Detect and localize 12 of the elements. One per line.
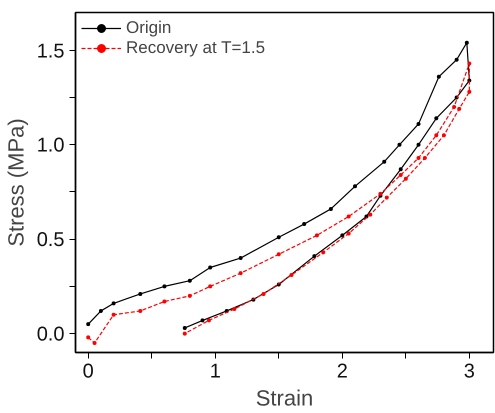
- x-tick-label: 1: [210, 360, 221, 382]
- x-tick-label: 3: [464, 360, 475, 382]
- y-tick-label: 0.5: [36, 229, 65, 252]
- y-axis-title: Stress (MPa): [4, 118, 29, 247]
- legend-label: Origin: [126, 18, 172, 38]
- y-tick-label: 1.0: [36, 134, 65, 157]
- x-axis-title: Strain: [256, 386, 314, 410]
- x-tick-label: 0: [82, 360, 94, 382]
- x-tick-label: 2: [336, 360, 348, 382]
- y-tick-label: 1.5: [36, 40, 65, 62]
- y-tick-label: 0.0: [36, 324, 65, 346]
- legend-label: Recovery at T=1.5: [126, 38, 266, 58]
